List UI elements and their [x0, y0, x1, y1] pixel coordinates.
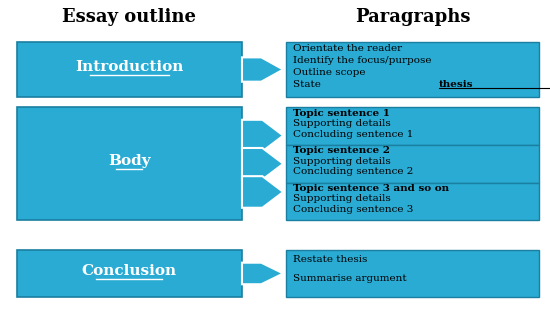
FancyBboxPatch shape: [286, 42, 539, 96]
Polygon shape: [242, 176, 283, 208]
Text: Supporting details: Supporting details: [293, 194, 390, 203]
Polygon shape: [242, 120, 283, 151]
Text: Outline scope: Outline scope: [293, 68, 365, 77]
FancyBboxPatch shape: [16, 42, 242, 96]
FancyBboxPatch shape: [16, 107, 242, 220]
Polygon shape: [242, 263, 283, 284]
FancyBboxPatch shape: [16, 250, 242, 297]
Text: Body: Body: [108, 154, 151, 168]
Text: Orientate the reader: Orientate the reader: [293, 44, 402, 53]
Text: Restate thesis: Restate thesis: [293, 255, 367, 264]
Text: Paragraphs: Paragraphs: [355, 8, 470, 26]
Polygon shape: [242, 148, 283, 180]
Text: Supporting details: Supporting details: [293, 157, 390, 166]
Text: Conclusion: Conclusion: [82, 264, 177, 278]
FancyBboxPatch shape: [286, 250, 539, 297]
Text: Concluding sentence 2: Concluding sentence 2: [293, 167, 413, 176]
Text: Topic sentence 3 and so on: Topic sentence 3 and so on: [293, 184, 449, 193]
FancyBboxPatch shape: [286, 145, 539, 183]
Text: Concluding sentence 3: Concluding sentence 3: [293, 205, 413, 214]
FancyBboxPatch shape: [286, 107, 539, 145]
Text: Topic sentence 2: Topic sentence 2: [293, 146, 389, 155]
Text: Essay outline: Essay outline: [62, 8, 196, 26]
Text: Introduction: Introduction: [75, 60, 184, 74]
Text: Supporting details: Supporting details: [293, 119, 390, 128]
FancyBboxPatch shape: [286, 183, 539, 220]
Text: Summarise argument: Summarise argument: [293, 273, 406, 282]
Polygon shape: [242, 57, 283, 82]
Text: thesis: thesis: [439, 80, 473, 89]
Text: State: State: [293, 80, 324, 89]
Text: Topic sentence 1: Topic sentence 1: [293, 109, 389, 118]
Text: Identify the focus/purpose: Identify the focus/purpose: [293, 56, 431, 65]
Text: Concluding sentence 1: Concluding sentence 1: [293, 129, 413, 138]
